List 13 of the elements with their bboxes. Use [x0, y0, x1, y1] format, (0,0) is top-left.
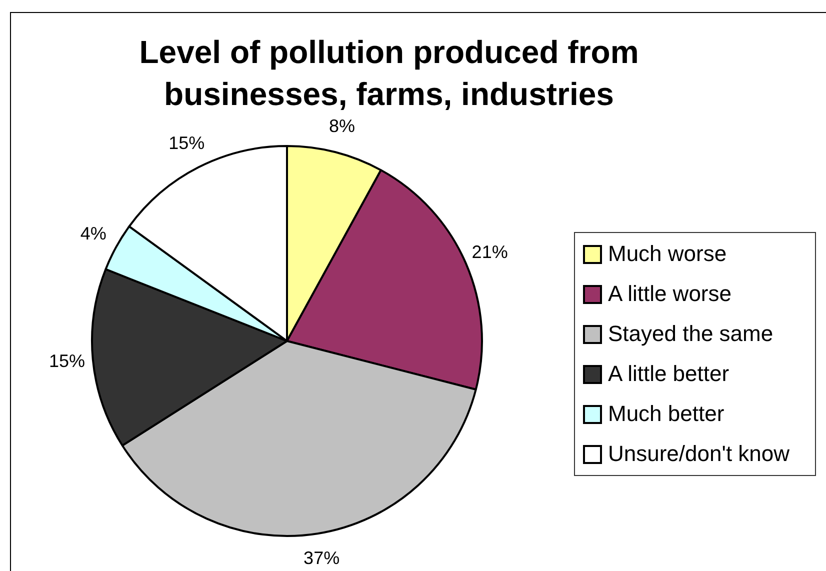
data-label: 8%	[328, 116, 355, 136]
legend-label: A little better	[608, 361, 730, 387]
legend-label: Unsure/don't know	[608, 441, 790, 467]
data-label: 37%	[304, 548, 340, 568]
chart-title: Level of pollution produced from businesses, farms, industries	[138, 33, 640, 114]
legend-label: Stayed the same	[608, 321, 774, 347]
data-label: 15%	[48, 350, 85, 371]
legend-label: Much better	[608, 401, 724, 427]
data-label: 4%	[80, 224, 106, 244]
legend-label: Much worse	[608, 241, 727, 267]
data-label: 15%	[168, 133, 205, 154]
data-label: 21%	[472, 242, 508, 262]
legend-label: A little worse	[608, 281, 732, 307]
